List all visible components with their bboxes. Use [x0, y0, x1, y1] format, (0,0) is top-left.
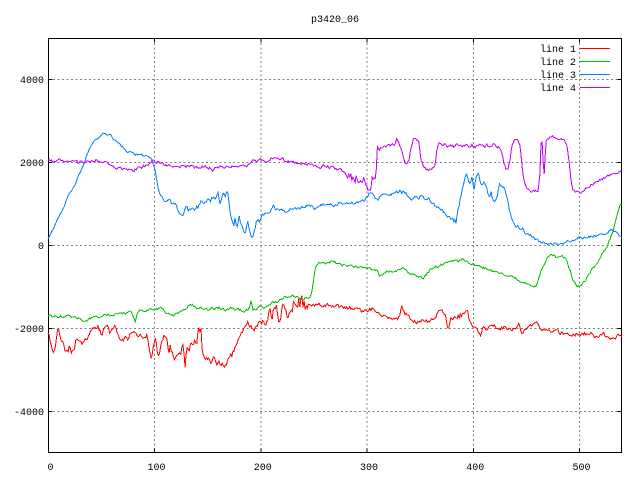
svg-text:300: 300 [360, 463, 378, 474]
svg-text:line 3: line 3 [540, 70, 576, 82]
svg-text:line 1: line 1 [540, 44, 576, 56]
svg-text:4000: 4000 [20, 76, 44, 87]
svg-text:line 2: line 2 [540, 57, 576, 69]
svg-text:line 4: line 4 [540, 83, 576, 95]
svg-text:200: 200 [254, 463, 272, 474]
svg-text:100: 100 [147, 463, 165, 474]
svg-text:p3420_06: p3420_06 [311, 15, 359, 26]
svg-text:-2000: -2000 [14, 325, 44, 336]
svg-text:500: 500 [572, 463, 590, 474]
svg-text:-4000: -4000 [14, 408, 44, 419]
svg-text:0: 0 [47, 463, 53, 474]
svg-text:0: 0 [38, 242, 44, 253]
svg-text:2000: 2000 [20, 159, 44, 170]
svg-text:400: 400 [466, 463, 484, 474]
